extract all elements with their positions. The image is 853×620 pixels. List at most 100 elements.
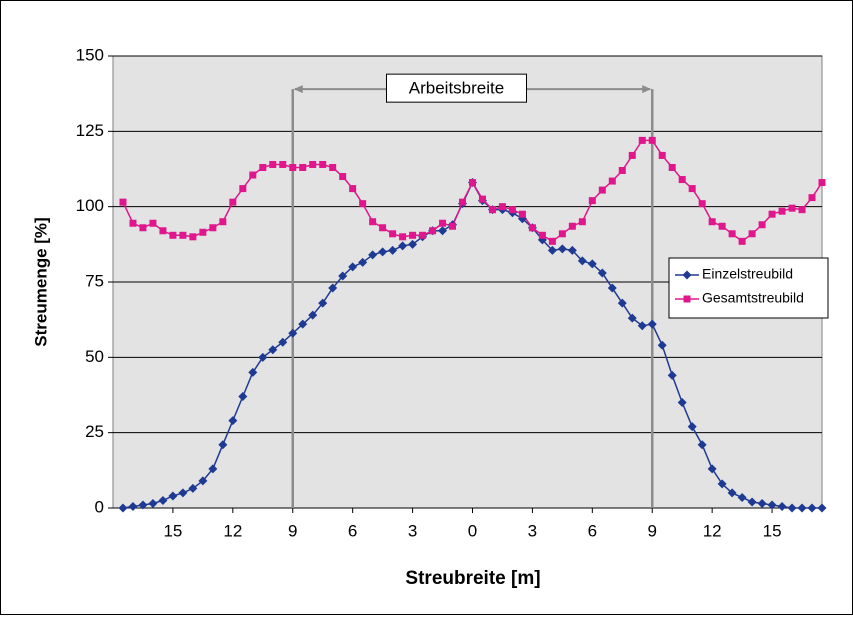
x-tick-label: 3 <box>408 521 417 540</box>
legend-label: Einzelstreubild <box>702 266 793 282</box>
marker <box>288 328 298 338</box>
marker <box>687 422 697 432</box>
marker <box>388 245 398 255</box>
legend-marker <box>683 295 691 303</box>
x-axis-title: Streubreite [m] <box>405 568 540 589</box>
marker <box>618 167 626 175</box>
x-tick-label: 0 <box>468 521 477 540</box>
marker <box>278 337 288 347</box>
marker <box>239 185 247 193</box>
marker <box>757 498 767 508</box>
marker <box>308 310 318 320</box>
marker <box>409 231 417 239</box>
marker <box>369 218 377 226</box>
marker <box>189 233 197 241</box>
marker <box>717 479 727 489</box>
marker <box>798 206 806 214</box>
marker <box>628 151 636 159</box>
marker <box>238 392 248 402</box>
marker <box>567 245 577 255</box>
marker <box>258 352 268 362</box>
marker <box>598 186 606 194</box>
marker <box>289 163 297 171</box>
marker <box>368 250 378 260</box>
marker <box>678 176 686 184</box>
marker <box>797 503 807 513</box>
marker <box>389 230 397 238</box>
marker <box>558 230 566 238</box>
marker <box>329 163 337 171</box>
marker <box>138 500 148 510</box>
y-tick-label: 100 <box>76 196 104 215</box>
marker <box>667 370 677 380</box>
marker <box>648 136 656 144</box>
marker <box>817 503 827 513</box>
marker <box>148 498 158 508</box>
legend-box <box>668 257 829 319</box>
marker <box>627 313 637 323</box>
y-tick-label: 0 <box>95 497 104 516</box>
marker <box>777 501 787 511</box>
marker <box>468 179 476 187</box>
marker <box>597 268 607 278</box>
marker <box>508 206 516 214</box>
y-tick-label: 50 <box>85 347 104 366</box>
marker <box>707 464 717 474</box>
marker <box>787 503 797 513</box>
marker <box>697 440 707 450</box>
annotation-box <box>385 73 527 103</box>
marker <box>588 197 596 205</box>
legend-label: Gesamtstreubild <box>702 290 804 306</box>
marker <box>199 228 207 236</box>
marker <box>139 224 147 232</box>
marker <box>708 218 716 226</box>
marker <box>328 283 338 293</box>
y-tick-label: 75 <box>85 271 104 290</box>
marker <box>748 230 756 238</box>
marker <box>339 173 347 181</box>
annotation-label: Arbeitsbreite <box>409 79 504 98</box>
marker <box>128 501 138 511</box>
y-tick-label: 25 <box>85 422 104 441</box>
marker <box>557 244 567 254</box>
marker <box>439 219 447 227</box>
marker <box>299 163 307 171</box>
marker <box>309 160 317 168</box>
marker <box>408 239 418 249</box>
marker <box>188 483 198 493</box>
marker <box>359 200 367 208</box>
marker <box>158 495 168 505</box>
marker <box>349 185 357 193</box>
marker <box>818 179 826 187</box>
marker <box>118 503 128 513</box>
marker <box>637 321 647 331</box>
marker <box>269 160 277 168</box>
marker <box>159 227 167 235</box>
marker <box>129 219 137 227</box>
marker <box>179 231 187 239</box>
marker <box>548 237 556 245</box>
marker <box>259 163 267 171</box>
marker <box>737 492 747 502</box>
marker <box>149 219 157 227</box>
marker <box>638 136 646 144</box>
marker <box>229 198 237 206</box>
marker <box>768 210 776 218</box>
marker <box>547 245 557 255</box>
marker <box>209 224 217 232</box>
marker <box>429 227 437 235</box>
marker <box>219 218 227 226</box>
x-tick-label: 12 <box>223 521 242 540</box>
marker <box>169 231 177 239</box>
marker <box>218 440 228 450</box>
marker <box>528 224 536 232</box>
x-tick-label: 15 <box>763 521 782 540</box>
marker <box>419 231 427 239</box>
marker <box>518 210 526 218</box>
marker <box>607 283 617 293</box>
marker <box>168 491 178 501</box>
marker <box>298 319 308 329</box>
marker <box>379 224 387 232</box>
marker <box>688 185 696 193</box>
marker <box>608 177 616 185</box>
